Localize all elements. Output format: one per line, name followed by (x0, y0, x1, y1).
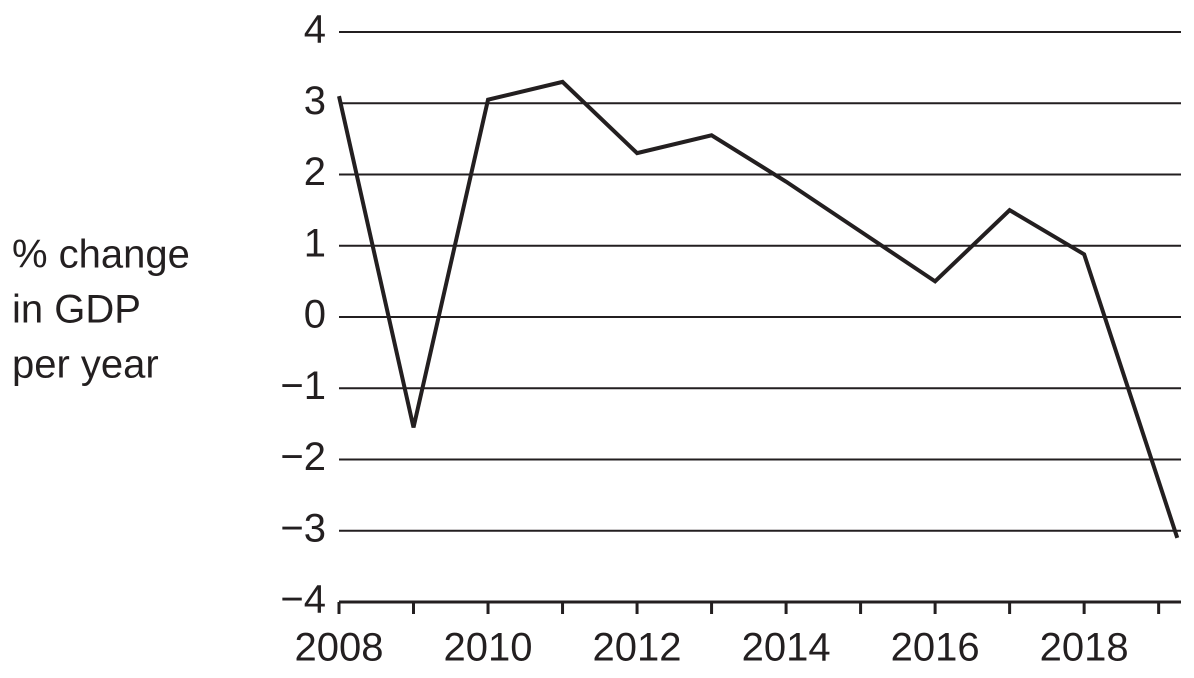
x-tick-label: 2008 (295, 626, 384, 670)
y-tick-label: −1 (280, 364, 326, 408)
data-line (337, 79, 1180, 539)
x-tick-label: 2010 (444, 626, 533, 670)
y-tick-label: −4 (280, 578, 326, 622)
y-axis-label: % change in GDP per year (12, 233, 190, 387)
y-axis-label-line: in GDP (12, 288, 141, 332)
y-axis-label-line: % change (12, 233, 190, 277)
y-tick-label: −3 (280, 506, 326, 550)
y-tick-label: 0 (304, 293, 326, 337)
x-tick-label: 2012 (593, 626, 682, 670)
y-tick-label: 3 (304, 79, 326, 123)
x-tick-label: 2018 (1040, 626, 1129, 670)
y-tick-label: −2 (280, 435, 326, 479)
y-tick-label: 2 (304, 150, 326, 194)
y-axis-label-line: per year (12, 343, 159, 387)
x-tick-label: 2016 (891, 626, 980, 670)
y-tick-label: 1 (304, 221, 326, 265)
x-tick-label: 2014 (742, 626, 831, 670)
y-tick-label: 4 (304, 8, 326, 52)
